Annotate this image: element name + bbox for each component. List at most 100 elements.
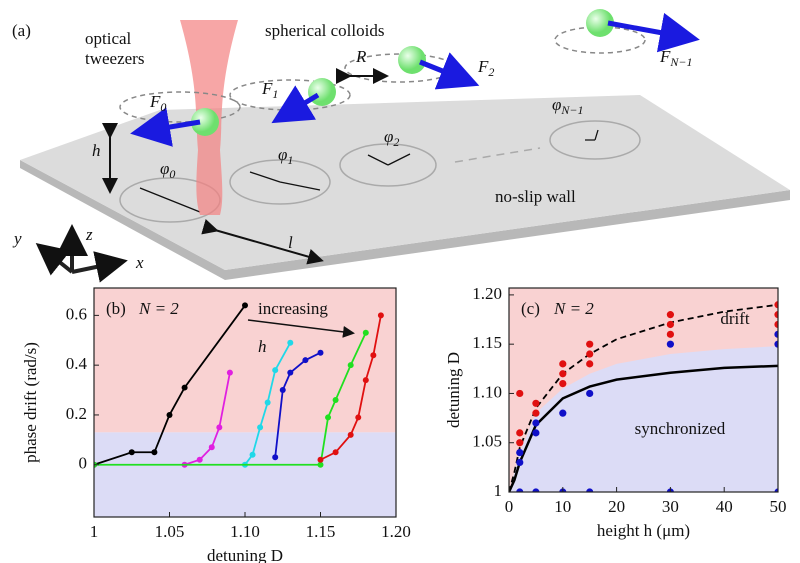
y-tick-label: 1.20: [472, 284, 502, 303]
data-point: [532, 399, 540, 407]
data-point: [287, 369, 294, 376]
data-point: [279, 387, 286, 394]
force-label-subscript: 2: [488, 65, 494, 79]
wall-edge: [20, 160, 790, 280]
panel-subtitle: N = 2: [138, 299, 179, 318]
y-tick-label: 1.10: [472, 382, 502, 401]
data-point: [532, 488, 540, 492]
data-point: [249, 451, 256, 458]
annotation: h: [258, 337, 267, 356]
data-point: [774, 340, 778, 348]
data-point: [559, 379, 567, 388]
data-point: [362, 329, 369, 336]
data-point: [559, 370, 567, 378]
data-point: [666, 340, 675, 348]
force-arrows: [130, 12, 700, 147]
y-tick-label: 0.6: [66, 304, 87, 323]
x-axis-label: height h (μm): [597, 521, 690, 540]
data-point: [208, 444, 215, 451]
data-point: [586, 389, 594, 398]
force-label-symbol: F: [659, 47, 671, 66]
data-point: [516, 429, 524, 437]
data-point: [216, 424, 223, 431]
axis-label: z: [85, 225, 93, 244]
data-point: [516, 439, 524, 447]
data-point: [196, 456, 203, 463]
data-point: [264, 399, 271, 406]
force-label-subscript: N−1: [669, 55, 692, 69]
phase-label-subscript: 1: [287, 153, 293, 167]
charts: 1 1.05 1.10 1.15 1.20 0 0.2 0.4 0.6 detuning D pha…: [21, 284, 787, 563]
data-point: [516, 458, 524, 467]
data-point: [272, 367, 279, 374]
data-point: [347, 362, 354, 369]
data-point: [332, 397, 339, 404]
force-label-subscript: 1: [272, 87, 278, 101]
data-point: [181, 384, 188, 391]
y-axis-label: detuning D: [444, 352, 463, 428]
data-point: [362, 377, 369, 384]
x-tick-label: 30: [662, 497, 679, 516]
axis-label: x: [135, 253, 144, 272]
y-tick-label: 0.4: [66, 354, 88, 373]
data-point: [774, 320, 778, 329]
data-point: [347, 431, 354, 438]
force-label: FN−1: [659, 47, 693, 69]
data-point: [586, 360, 594, 368]
phase-label-subscript: 0: [169, 167, 175, 181]
data-point: [532, 429, 540, 437]
axis-label: y: [12, 229, 22, 248]
data-point: [332, 449, 339, 456]
phase-circles: [119, 120, 641, 223]
data-point: [166, 411, 173, 418]
x-tick-label: 0: [505, 497, 514, 516]
panel-label: (b): [106, 299, 126, 318]
background-lower: [94, 432, 396, 517]
data-point: [586, 488, 594, 492]
colloids-label: spherical colloids: [265, 21, 384, 40]
x-tick-label: 40: [716, 497, 733, 516]
phase-label: φ0: [160, 159, 175, 181]
data-point: [516, 448, 524, 457]
y-tick-label: 1: [494, 481, 503, 500]
annotation: increasing: [258, 299, 328, 318]
data-point: [666, 320, 675, 329]
data-point: [128, 449, 135, 456]
x-tick-label: 50: [770, 497, 787, 516]
region-label: synchronized: [635, 419, 726, 438]
x-tick-label: 1.20: [381, 522, 411, 541]
data-point: [287, 339, 294, 346]
series-line: [94, 304, 246, 466]
plot-area: [94, 288, 396, 517]
phase-label-subscript: 2: [393, 135, 399, 149]
wall-label: no-slip wall: [495, 187, 576, 206]
y-tick-label: 1.15: [472, 333, 502, 352]
chart: 0 10 20 30 40 50 1 1.05 1.10 1.15 1.20 height h (μm…: [444, 284, 787, 540]
data-point: [516, 389, 524, 398]
x-tick-label: 1.10: [230, 522, 260, 541]
area: [509, 346, 778, 492]
distance-label: l: [288, 233, 293, 252]
x-tick-label: 1.05: [155, 522, 185, 541]
y-tick-label: 0.2: [66, 404, 87, 423]
height-label: h: [92, 141, 101, 160]
data-point: [774, 488, 778, 492]
tweezers-label: tweezers: [85, 49, 144, 68]
data-point: [666, 311, 675, 319]
force-label: F0: [149, 92, 166, 114]
data-point: [377, 312, 384, 319]
data-point: [355, 414, 362, 421]
coordinate-axes: [35, 224, 128, 283]
wall: [20, 95, 790, 270]
phase-label-symbol: φ: [552, 95, 561, 114]
data-point: [586, 350, 594, 358]
annotation-arrow: [247, 319, 355, 338]
data-point: [317, 461, 324, 468]
force-label: F1: [261, 79, 278, 101]
phase-label-symbol: φ: [160, 159, 169, 178]
x-axis-label: detuning D: [207, 546, 283, 563]
force-label-symbol: F: [477, 57, 489, 76]
phase-label-symbol: φ: [384, 127, 393, 146]
series-line: [94, 332, 367, 466]
data-point: [325, 414, 332, 421]
